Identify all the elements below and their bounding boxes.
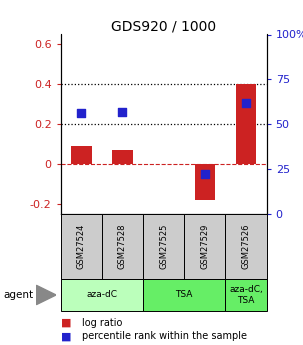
Point [120,109,125,115]
Title: GDS920 / 1000: GDS920 / 1000 [111,19,216,33]
Text: GSM27524: GSM27524 [77,224,86,269]
Bar [102,214,143,279]
Text: GSM27528: GSM27528 [118,224,127,269]
Bar [71,146,92,164]
Bar [225,279,267,311]
Bar [236,84,256,164]
Text: agent: agent [3,290,33,300]
Bar [143,279,225,311]
Text: percentile rank within the sample: percentile rank within the sample [82,332,247,341]
Bar [225,214,267,279]
Text: aza-dC: aza-dC [86,290,117,299]
Text: TSA: TSA [175,290,193,299]
Text: ■: ■ [61,318,71,327]
Text: log ratio: log ratio [82,318,122,327]
Text: ■: ■ [61,332,71,341]
Bar [61,279,143,311]
Text: GSM27526: GSM27526 [241,224,251,269]
Polygon shape [36,285,56,305]
Text: GSM27525: GSM27525 [159,224,168,269]
Point [202,172,207,177]
Bar [195,164,215,200]
Point [79,111,84,116]
Bar [112,150,133,164]
Bar [143,214,184,279]
Text: aza-dC,
TSA: aza-dC, TSA [229,285,263,305]
Bar [61,214,102,279]
Point [244,100,248,106]
Bar [184,214,225,279]
Text: GSM27529: GSM27529 [200,224,209,269]
